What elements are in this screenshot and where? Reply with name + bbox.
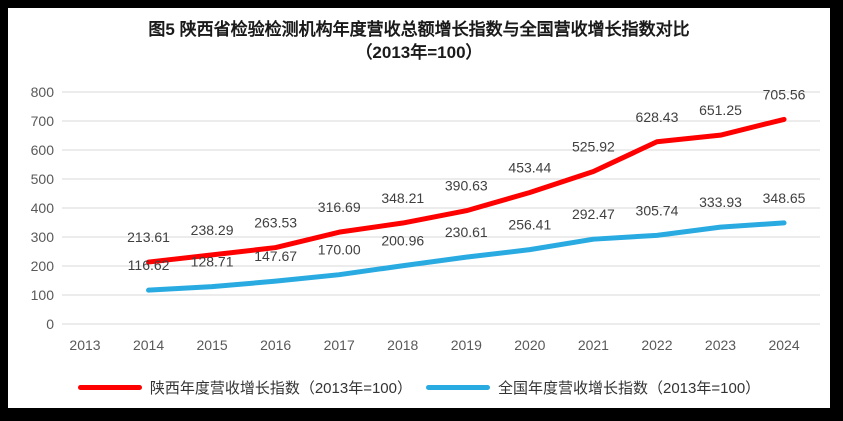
data-label: 525.92 [572, 138, 615, 154]
data-label: 213.61 [127, 229, 170, 245]
data-label: 628.43 [636, 109, 679, 125]
y-axis-labels: 800 700 600 500 400 300 200 100 0 [31, 84, 55, 332]
data-label: 147.67 [254, 248, 297, 264]
data-label: 230.61 [445, 224, 488, 240]
series-data-labels-shaanxi: 213.61 238.29 263.53 316.69 348.21 390.63 453.… [127, 86, 806, 245]
data-label: 128.71 [191, 254, 234, 270]
x-tick-label: 2023 [705, 337, 736, 353]
x-tick-label: 2015 [197, 337, 228, 353]
data-label: 238.29 [191, 222, 234, 238]
x-tick-label: 2019 [451, 337, 482, 353]
legend-item-national: 全国年度营收增长指数（2013年=100） [426, 377, 760, 398]
x-tick-label: 2022 [641, 337, 672, 353]
chart-title-line1: 图5 陕西省检验检测机构年度营收总额增长指数与全国营收增长指数对比 [148, 20, 690, 39]
y-tick-label: 600 [31, 142, 55, 158]
x-tick-label: 2016 [260, 337, 291, 353]
chart-title-line2: （2013年=100） [355, 43, 483, 62]
x-tick-label: 2018 [387, 337, 418, 353]
data-label: 200.96 [381, 233, 424, 249]
x-tick-label: 2021 [578, 337, 609, 353]
x-tick-label: 2024 [768, 337, 799, 353]
data-label: 453.44 [508, 160, 551, 176]
data-label: 316.69 [318, 199, 361, 215]
legend-swatch-blue-line [426, 385, 490, 390]
legend-item-shaanxi: 陕西年度营收增长指数（2013年=100） [77, 377, 412, 398]
series-line-national [146, 220, 787, 293]
y-tick-label: 200 [31, 258, 55, 274]
data-label: 651.25 [699, 102, 742, 118]
data-label: 170.00 [318, 242, 361, 258]
data-label: 705.56 [763, 86, 806, 102]
chart-card: 图5 陕西省检验检测机构年度营收总额增长指数与全国营收增长指数对比 （2013年… [8, 8, 830, 408]
x-tick-label: 2014 [133, 337, 164, 353]
x-tick-label: 2017 [324, 337, 355, 353]
y-tick-label: 0 [46, 316, 54, 332]
x-tick-label: 2013 [69, 337, 100, 353]
y-tick-label: 300 [31, 229, 55, 245]
x-tick-label: 2020 [514, 337, 545, 353]
data-label: 292.47 [572, 206, 615, 222]
series-data-labels-national: 116.62 128.71 147.67 170.00 200.96 230.61 256.… [128, 190, 806, 273]
y-tick-label: 700 [31, 113, 55, 129]
data-label: 390.63 [445, 178, 488, 194]
chart-title: 图5 陕西省检验检测机构年度营收总额增长指数与全国营收增长指数对比 （2013年… [8, 18, 830, 64]
data-label: 348.21 [381, 190, 424, 206]
data-label: 305.74 [636, 202, 679, 218]
data-label: 333.93 [699, 194, 742, 210]
x-axis-labels: 2013 2014 2015 2016 2017 2018 2019 2020 2021 2022… [69, 337, 799, 353]
data-label: 348.65 [763, 190, 806, 206]
y-tick-label: 500 [31, 171, 55, 187]
series-line-shaanxi [146, 116, 787, 265]
data-label: 256.41 [508, 217, 551, 233]
data-label: 263.53 [254, 215, 297, 231]
data-label: 116.62 [128, 257, 170, 273]
legend-label-national: 全国年度营收增长指数（2013年=100） [498, 380, 761, 397]
gridlines [62, 91, 820, 325]
y-tick-label: 100 [31, 287, 55, 303]
y-tick-label: 800 [31, 84, 55, 100]
legend-label-shaanxi: 陕西年度营收增长指数（2013年=100） [149, 380, 412, 397]
y-tick-label: 400 [31, 200, 55, 216]
chart-legend: 陕西年度营收增长指数（2013年=100） 全国年度营收增长指数（2013年=1… [8, 377, 830, 398]
legend-swatch-red-line [77, 385, 142, 390]
